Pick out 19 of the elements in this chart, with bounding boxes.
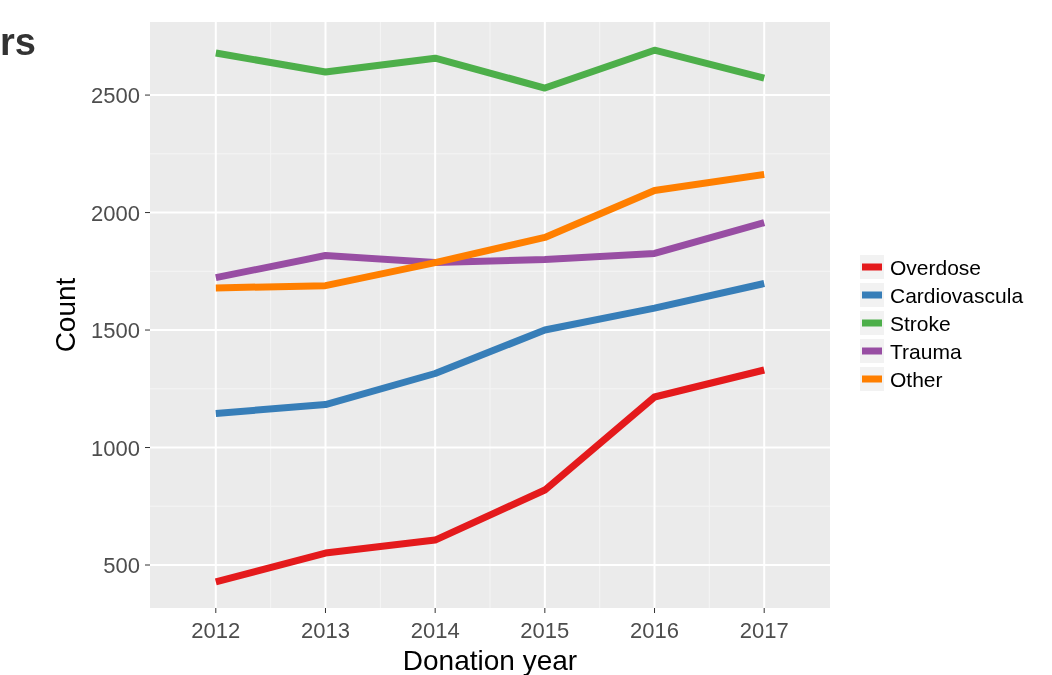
- x-tick-label: 2012: [191, 618, 241, 643]
- x-tick-label: 2013: [301, 618, 350, 643]
- x-tick-label: 2014: [410, 618, 460, 643]
- y-tick-label: 2500: [91, 83, 140, 109]
- legend-label: Cardiovascula: [890, 284, 1024, 307]
- y-axis-title: Count: [50, 277, 81, 353]
- legend-label: Stroke: [890, 312, 951, 335]
- legend-label: Overdose: [890, 256, 982, 279]
- x-tick-label: 2015: [520, 618, 570, 643]
- x-tick-label: 2016: [630, 618, 679, 643]
- y-tick-label: 2000: [91, 200, 140, 226]
- y-tick-label: 500: [103, 553, 140, 578]
- x-tick-label: 2017: [739, 618, 789, 643]
- y-tick-label: 1000: [91, 435, 140, 461]
- y-tick-label: 1500: [91, 318, 140, 344]
- legend-label: Other: [890, 368, 943, 391]
- chart-title: rs: [0, 21, 36, 63]
- x-axis-title: Donation year: [402, 645, 578, 675]
- legend-label: Trauma: [890, 340, 962, 363]
